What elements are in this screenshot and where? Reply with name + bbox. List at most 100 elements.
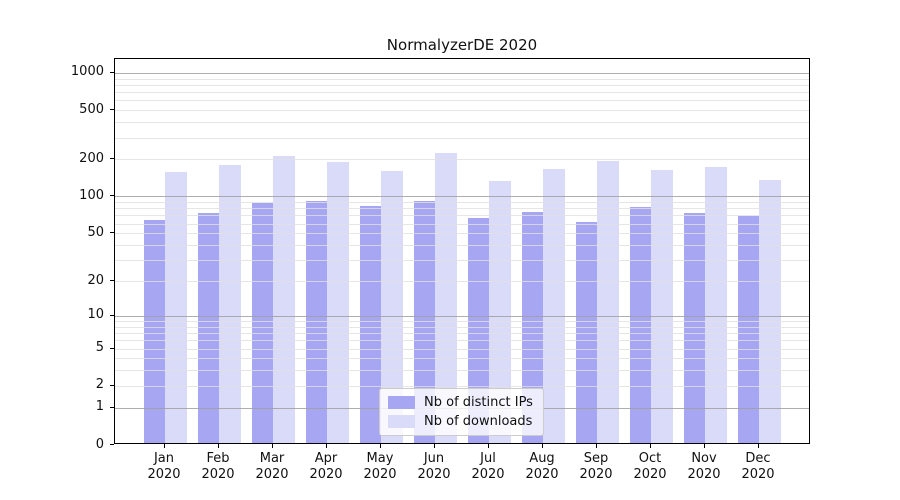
chart-title: NormalyzerDE 2020	[386, 36, 538, 54]
y-tick-label: 0	[95, 436, 104, 452]
x-tick-label-jul: Jul 2020	[458, 451, 518, 483]
x-tick-year: 2020	[255, 467, 289, 482]
y-tick-mark	[110, 109, 114, 111]
gridline-minor	[115, 223, 809, 225]
gridline-minor	[115, 245, 809, 246]
legend-swatch-distinct-ips	[388, 396, 415, 409]
x-tick-label-jun: Jun 2020	[404, 451, 464, 483]
x-tick-mark	[488, 444, 489, 448]
x-tick-month: Jul	[480, 451, 496, 466]
gridline-minor	[115, 78, 809, 80]
x-tick-year: 2020	[363, 467, 397, 482]
y-tick-label: 100	[79, 187, 104, 203]
y-tick-label: 1	[95, 399, 104, 415]
bar-distinct-ips-feb	[197, 213, 219, 443]
x-tick-mark	[758, 444, 759, 448]
gridline-minor	[115, 137, 809, 139]
bar-downloads-jul	[489, 180, 511, 443]
x-tick-label-jan: Jan 2020	[134, 451, 194, 483]
y-tick-mark	[110, 280, 114, 282]
legend: Nb of distinct IPs Nb of downloads	[379, 388, 544, 436]
y-tick-mark	[110, 384, 114, 386]
x-tick-label-may: May 2020	[350, 451, 410, 483]
y-tick-label: 500	[79, 101, 104, 117]
legend-label-distinct-ips: Nb of distinct IPs	[424, 395, 533, 410]
legend-item-downloads: Nb of downloads	[388, 414, 535, 429]
x-tick-year: 2020	[417, 467, 451, 482]
gridline-minor	[115, 385, 809, 387]
x-tick-year: 2020	[201, 467, 235, 482]
x-tick-month: Apr	[314, 451, 338, 466]
gridline-minor	[115, 333, 809, 335]
legend-label-downloads: Nb of downloads	[424, 414, 533, 429]
x-tick-month: May	[366, 451, 394, 466]
x-tick-month: Feb	[206, 451, 230, 466]
gridline-minor	[115, 260, 809, 262]
x-tick-label-feb: Feb 2020	[188, 451, 248, 483]
bar-distinct-ips-may	[359, 205, 381, 443]
x-tick-mark	[272, 444, 273, 448]
y-tick-label: 5	[95, 340, 104, 355]
x-tick-mark	[326, 444, 327, 448]
bar-downloads-dec	[759, 180, 781, 443]
y-tick-label: 20	[87, 272, 104, 288]
gridline-minor	[115, 326, 809, 328]
gridline-minor	[115, 233, 809, 235]
x-tick-month: Dec	[745, 451, 771, 466]
gridline-minor	[115, 122, 809, 124]
x-tick-mark	[650, 444, 651, 448]
legend-item-distinct-ips: Nb of distinct IPs	[388, 395, 535, 410]
gridline-minor	[115, 159, 809, 161]
bar-distinct-ips-mar	[251, 202, 273, 443]
x-tick-month: Oct	[638, 451, 662, 466]
x-tick-mark	[596, 444, 597, 448]
y-tick-label: 200	[79, 150, 104, 166]
y-tick-mark	[110, 347, 114, 349]
bar-distinct-ips-apr	[305, 201, 327, 443]
bar-downloads-jan	[165, 172, 187, 443]
x-tick-label-dec: Dec 2020	[728, 451, 788, 483]
legend-swatch-downloads	[388, 415, 415, 428]
x-tick-label-sep: Sep 2020	[566, 451, 626, 483]
x-tick-label-aug: Aug 2020	[512, 451, 572, 483]
bar-distinct-ips-dec	[737, 215, 759, 443]
gridline-minor	[115, 208, 809, 210]
x-tick-month: Nov	[691, 451, 717, 466]
x-tick-mark	[434, 444, 435, 448]
bar-distinct-ips-sep	[575, 221, 597, 443]
x-tick-month: Aug	[529, 451, 555, 466]
y-tick-mark	[110, 158, 114, 160]
bar-distinct-ips-jan	[143, 219, 165, 443]
y-tick-mark	[110, 232, 114, 234]
bar-downloads-may	[381, 170, 403, 443]
bar-distinct-ips-oct	[629, 207, 651, 443]
x-tick-label-oct: Oct 2020	[620, 451, 680, 483]
x-tick-month: Jun	[423, 451, 445, 466]
y-tick-mark	[110, 406, 114, 408]
y-tick-label: 1000	[70, 64, 104, 80]
y-tick-mark	[110, 71, 114, 73]
gridline-minor	[115, 321, 809, 322]
x-tick-year: 2020	[525, 467, 559, 482]
gridline-minor	[115, 100, 809, 102]
x-tick-mark	[542, 444, 543, 448]
gridline-major	[115, 72, 809, 74]
x-tick-mark	[218, 444, 219, 448]
x-tick-year: 2020	[633, 467, 667, 482]
x-tick-year: 2020	[741, 467, 775, 482]
y-tick-mark	[110, 195, 114, 197]
bar-downloads-mar	[273, 155, 295, 443]
plot-area	[114, 58, 810, 444]
bar-distinct-ips-nov	[683, 213, 705, 443]
gridline-minor	[115, 215, 809, 217]
x-tick-year: 2020	[309, 467, 343, 482]
gridline-minor	[115, 202, 809, 204]
x-tick-year: 2020	[147, 467, 181, 482]
y-tick-label: 10	[87, 307, 104, 323]
x-tick-mark	[380, 444, 381, 448]
x-tick-mark	[164, 444, 165, 448]
x-tick-month: Mar	[259, 451, 285, 466]
gridline-minor	[115, 340, 809, 342]
bar-downloads-feb	[219, 164, 241, 443]
